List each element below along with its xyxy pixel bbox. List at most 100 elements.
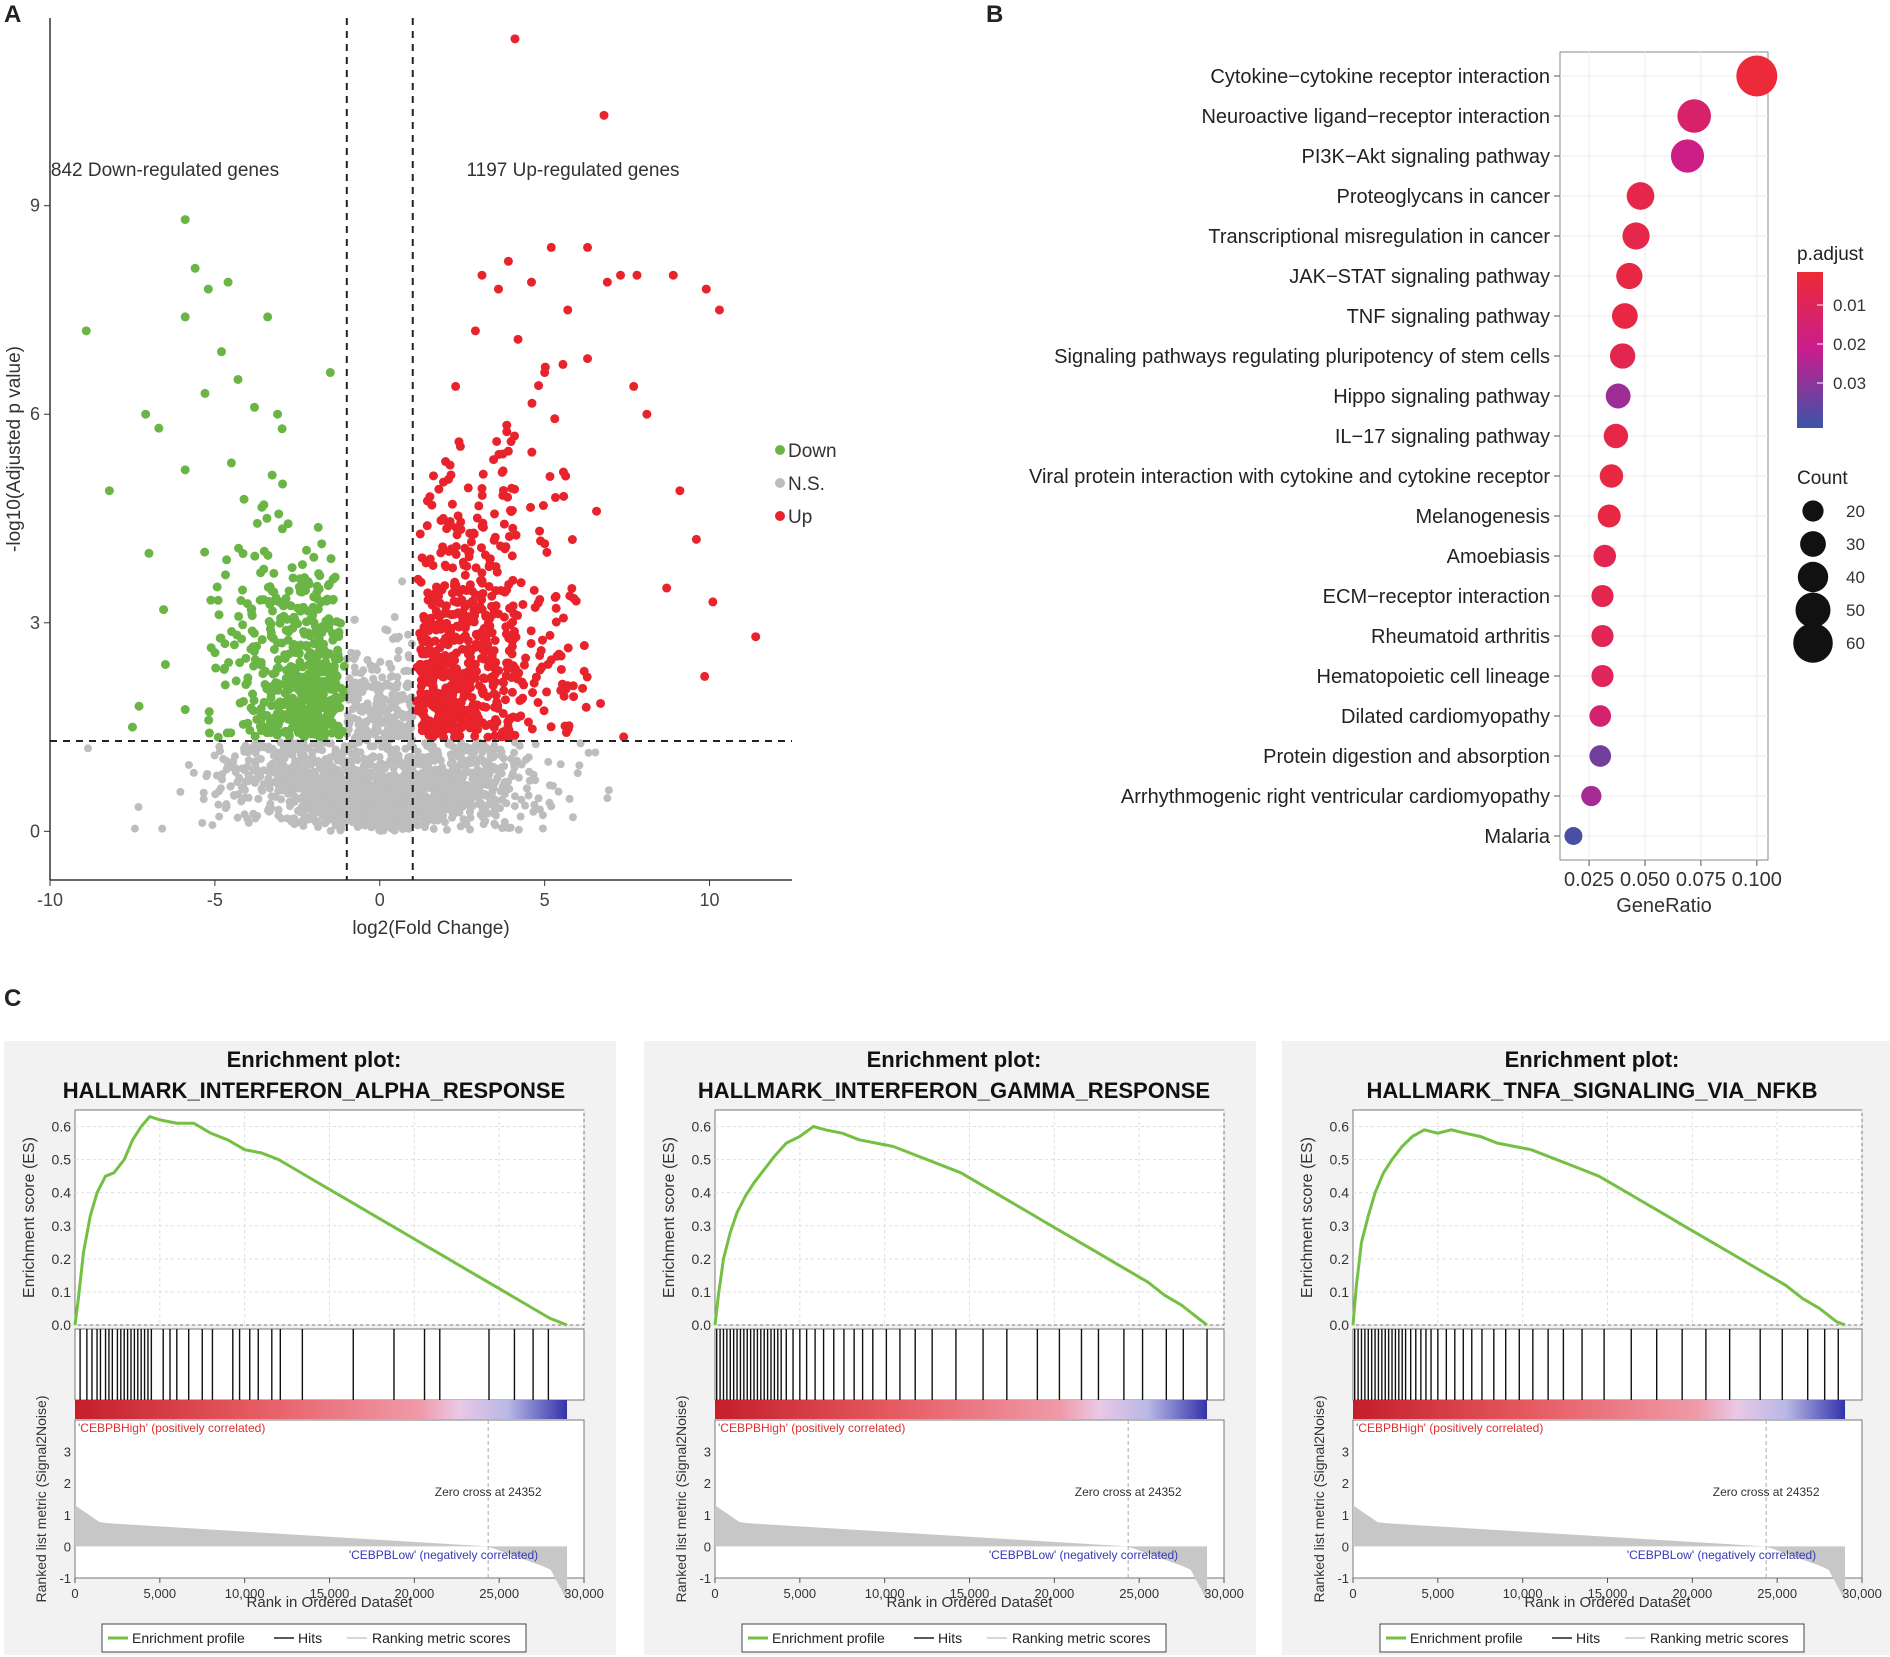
up-point: [462, 586, 472, 596]
ns-point: [510, 802, 519, 811]
es-y-label: Enrichment score (ES): [21, 1137, 38, 1298]
up-point: [502, 427, 512, 437]
ns-point: [253, 811, 262, 820]
up-point: [546, 655, 556, 665]
up-point: [463, 705, 473, 715]
pathway-dot: [1736, 55, 1778, 97]
down-point: [227, 627, 237, 637]
up-point: [434, 724, 444, 734]
volcano-x-tick-label: 0: [375, 890, 385, 910]
up-point: [412, 662, 422, 672]
up-point: [490, 532, 500, 542]
ns-point: [530, 800, 539, 809]
ns-point: [384, 812, 393, 821]
ns-point: [383, 745, 392, 754]
up-point: [526, 626, 536, 636]
ns-point: [453, 802, 462, 811]
down-point: [216, 633, 226, 643]
ns-point: [270, 778, 279, 787]
down-point: [248, 706, 258, 716]
pathway-dot: [1677, 99, 1712, 133]
ns-point: [449, 810, 458, 819]
ns-point: [244, 756, 253, 765]
up-point: [583, 354, 593, 364]
rank-x-tick-label: 25,000: [1119, 1586, 1159, 1601]
down-point: [277, 424, 287, 434]
down-point: [272, 730, 282, 740]
ns-point: [267, 792, 276, 801]
ns-point: [359, 666, 368, 675]
ns-point: [481, 772, 490, 781]
ranking-color-bar: [75, 1400, 568, 1419]
up-point: [500, 695, 510, 705]
legend-metric-label: Ranking metric scores: [1650, 1630, 1789, 1646]
ns-point: [392, 711, 401, 720]
ns-point: [496, 745, 505, 754]
down-point: [252, 714, 262, 724]
ns-point: [325, 759, 334, 768]
ns-point: [338, 803, 347, 812]
up-point: [443, 640, 453, 650]
count-legend-circle: [1793, 623, 1833, 663]
ns-point: [329, 779, 338, 788]
ns-point: [339, 749, 348, 758]
ns-point: [380, 729, 389, 738]
up-point: [619, 732, 629, 742]
up-point: [450, 655, 460, 665]
down-point: [337, 693, 347, 703]
up-point: [537, 662, 547, 672]
up-point: [599, 110, 609, 120]
up-point: [503, 717, 513, 727]
down-point: [238, 620, 248, 630]
negative-correlation-label: 'CEBPBLow' (negatively correlated): [1627, 1548, 1816, 1562]
down-point: [250, 731, 260, 741]
up-point: [473, 603, 483, 613]
up-point: [431, 582, 441, 592]
down-point: [288, 573, 298, 583]
up-point: [492, 567, 502, 577]
ns-point: [350, 615, 359, 624]
metric-tick-label: 1: [64, 1508, 71, 1523]
rank-x-tick-label: 0: [1349, 1586, 1356, 1601]
ns-point: [392, 821, 401, 830]
ns-point: [251, 757, 260, 766]
up-point: [428, 687, 438, 697]
up-point: [441, 602, 451, 612]
up-point: [538, 501, 548, 511]
ns-point: [404, 821, 413, 830]
es-tick-label: 0.1: [52, 1284, 72, 1300]
down-point: [331, 655, 341, 665]
pathway-dot: [1605, 383, 1631, 409]
ns-point: [350, 663, 359, 672]
pathway-dot: [1622, 222, 1650, 250]
up-point: [642, 409, 652, 419]
down-point: [287, 722, 297, 732]
down-point: [293, 727, 303, 737]
up-point: [444, 716, 454, 726]
ns-point: [369, 674, 378, 683]
up-point: [416, 681, 426, 691]
ns-point: [457, 777, 466, 786]
ns-point: [226, 782, 235, 791]
metric-tick-label: 2: [1342, 1476, 1349, 1491]
up-point: [438, 672, 448, 682]
ns-point: [472, 773, 481, 782]
ns-point: [362, 782, 371, 791]
up-point: [540, 368, 550, 378]
count-legend-label: 20: [1846, 502, 1865, 521]
up-point: [561, 471, 571, 481]
ns-point: [244, 818, 253, 827]
ns-point: [330, 796, 339, 805]
metric-tick-label: 1: [1342, 1508, 1349, 1523]
down-point: [276, 708, 286, 718]
up-point: [476, 576, 486, 586]
down-point: [204, 728, 214, 738]
ns-point: [314, 808, 323, 817]
down-point: [293, 619, 303, 629]
down-point: [144, 548, 154, 558]
up-point: [454, 587, 464, 597]
up-point: [446, 682, 456, 692]
up-point: [416, 577, 426, 587]
ns-point: [266, 761, 275, 770]
es-tick-label: 0.5: [1330, 1152, 1350, 1168]
